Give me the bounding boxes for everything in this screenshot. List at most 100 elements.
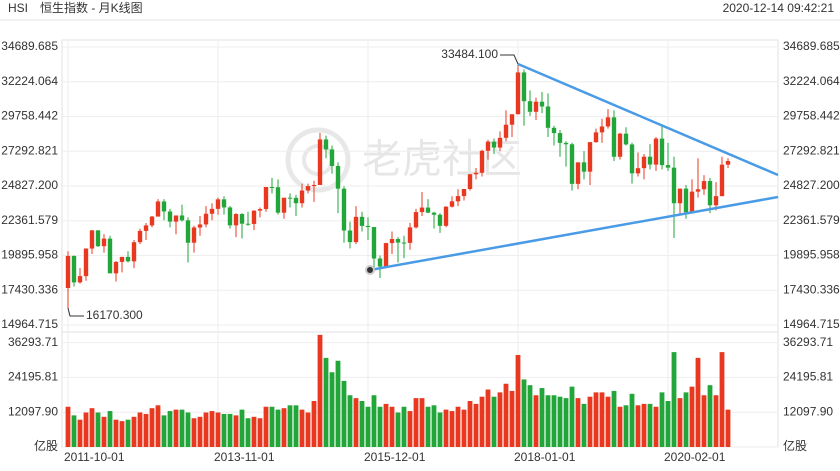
candle-body	[323, 139, 329, 150]
candle-body	[719, 164, 725, 197]
volume-bar	[425, 406, 431, 447]
volume-bar	[167, 411, 173, 447]
chart-title: 恒生指数 - 月K线图	[40, 0, 143, 15]
y-tick-label: 32224.064	[1, 74, 58, 88]
volume-bar	[569, 386, 575, 447]
candle-body	[635, 168, 641, 174]
candle-body	[617, 133, 623, 157]
y-tick-label: 亿股	[783, 438, 807, 453]
candle-body	[515, 72, 521, 115]
y-tick-label: 19895.958	[1, 248, 58, 262]
volume-bar	[527, 385, 533, 447]
volume-bar	[251, 416, 257, 447]
candle-body	[341, 188, 347, 231]
volume-bar	[281, 408, 287, 447]
volume-bar	[629, 393, 635, 447]
y-tick-label: 36293.71	[8, 335, 58, 349]
y-tick-label: 27292.821	[1, 143, 58, 157]
volume-bar	[191, 418, 197, 447]
candle-body	[653, 138, 659, 165]
volume-bar	[587, 396, 593, 447]
volume-bar	[119, 421, 125, 447]
volume-bar	[365, 406, 371, 447]
candle-body	[107, 238, 113, 274]
candle-body	[611, 117, 617, 157]
candle-body	[245, 223, 251, 225]
y-tick-label: 24195.81	[8, 370, 58, 384]
volume-bar	[533, 395, 539, 447]
candle-body	[233, 214, 239, 226]
volume-bar	[473, 403, 479, 447]
candle-body	[113, 261, 119, 274]
volume-bar	[401, 406, 407, 447]
volume-bar	[341, 380, 347, 447]
volume-bar	[593, 392, 599, 447]
candle-body	[359, 216, 365, 226]
volume-bar	[125, 419, 131, 447]
candle-body	[101, 238, 107, 247]
volume-bar	[413, 398, 419, 447]
volume-bar	[647, 403, 653, 447]
candle-body	[569, 144, 575, 184]
candle-body	[449, 201, 455, 207]
max-label: 33484.100	[441, 47, 498, 61]
volume-bar	[113, 419, 119, 447]
volume-bar	[683, 392, 689, 447]
y-tick-label: 34689.685	[783, 39, 840, 53]
candle-body	[197, 224, 203, 228]
x-tick-label: 2013-11-01	[214, 450, 275, 464]
candle-body	[77, 276, 83, 283]
volume-bar	[617, 406, 623, 447]
volume-bar	[347, 395, 353, 447]
volume-bar	[353, 398, 359, 447]
timestamp: 2020-12-14 09:42:21	[723, 1, 835, 15]
volume-bar	[107, 411, 113, 447]
candle-body	[497, 137, 503, 148]
volume-bar	[563, 398, 569, 447]
candle-body	[545, 106, 551, 128]
candle-body	[467, 174, 473, 189]
candle-body	[647, 156, 653, 165]
volume-bar	[89, 408, 95, 447]
x-tick-label: 2011-10-01	[64, 450, 125, 464]
y-tick-label: 34689.685	[1, 39, 58, 53]
candle-body	[425, 207, 431, 213]
y-tick-label: 32224.064	[783, 74, 840, 88]
candle-body	[431, 212, 437, 215]
candle-body	[191, 227, 197, 243]
y-tick-label: 14964.715	[1, 317, 58, 331]
candle-body	[437, 214, 443, 226]
candle-body	[137, 230, 143, 243]
candle-body	[713, 196, 719, 206]
volume-bar	[515, 355, 521, 447]
candle-body	[443, 206, 449, 226]
candle-body	[215, 199, 221, 209]
candle-body	[83, 248, 89, 277]
candle-body	[563, 142, 569, 145]
volume-bar	[491, 396, 497, 447]
candle-body	[251, 210, 257, 224]
candle-body	[149, 216, 155, 226]
candle-body	[695, 189, 701, 192]
candle-body	[329, 149, 335, 166]
candle-body	[263, 186, 269, 210]
y-tick-label: 27292.821	[783, 143, 840, 157]
candle-body	[299, 190, 305, 204]
volume-bar	[575, 398, 581, 447]
candle-body	[419, 207, 425, 213]
y-tick-label: 22361.579	[1, 213, 58, 227]
candle-body	[539, 101, 545, 107]
volume-bar	[653, 406, 659, 447]
x-tick-label: 2020-02-01	[664, 450, 726, 464]
volume-bar	[725, 409, 731, 447]
volume-bar	[641, 403, 647, 447]
volume-bar	[461, 409, 467, 447]
candle-body	[623, 133, 629, 145]
volume-bar	[677, 398, 683, 447]
volume-bar	[659, 392, 665, 447]
candle-body	[275, 187, 281, 213]
volume-bar	[95, 412, 101, 447]
volume-bar	[407, 411, 413, 447]
candle-body	[143, 225, 149, 231]
volume-bar	[389, 406, 395, 447]
